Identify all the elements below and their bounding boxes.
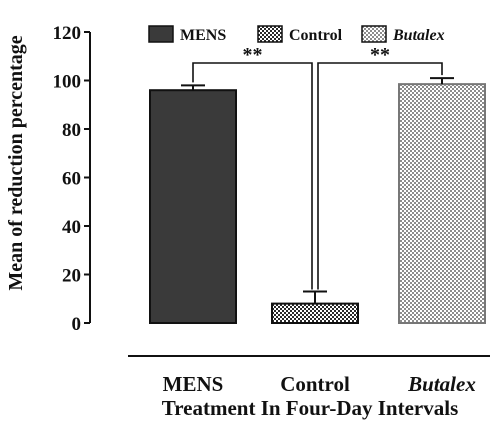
y-tick-label: 60	[62, 169, 81, 190]
x-category-label: MENS	[163, 372, 224, 396]
y-tick-label: 0	[72, 314, 82, 335]
bar-butalex	[398, 83, 486, 324]
bar-mens	[149, 89, 237, 324]
x-axis-title: Treatment In Four-Day Intervals	[162, 396, 459, 420]
significance-bracket	[192, 62, 313, 290]
legend-label: Butalex	[392, 27, 445, 44]
legend-swatch	[361, 25, 387, 43]
significance-brackets: ** **	[192, 44, 443, 290]
bar-control	[271, 302, 359, 325]
legend: MENS Control Butalex	[148, 25, 445, 44]
x-category-label: Butalex	[407, 372, 476, 396]
y-axis-title: Mean of reduction percentage	[5, 35, 27, 290]
y-tick-label: 120	[53, 23, 82, 44]
error-bars	[181, 77, 454, 304]
significance-bracket	[317, 62, 443, 290]
y-tick-label: 20	[62, 266, 81, 287]
bars	[149, 83, 486, 325]
significance-label: **	[243, 44, 263, 66]
axes: 0 20 40 60 80 100 120 MENS Control Butalex	[53, 23, 490, 396]
legend-label: MENS	[180, 27, 226, 44]
y-tick-label: 80	[62, 120, 81, 141]
significance-label: **	[370, 44, 390, 66]
axis-labels: Mean of reduction percentage Treatment I…	[5, 35, 458, 420]
y-tick-label: 100	[53, 72, 82, 93]
legend-swatch	[148, 25, 174, 43]
y-tick-label: 40	[62, 217, 81, 238]
x-category-label: Control	[280, 372, 350, 396]
legend-swatch	[257, 25, 283, 43]
legend-label: Control	[289, 27, 343, 44]
